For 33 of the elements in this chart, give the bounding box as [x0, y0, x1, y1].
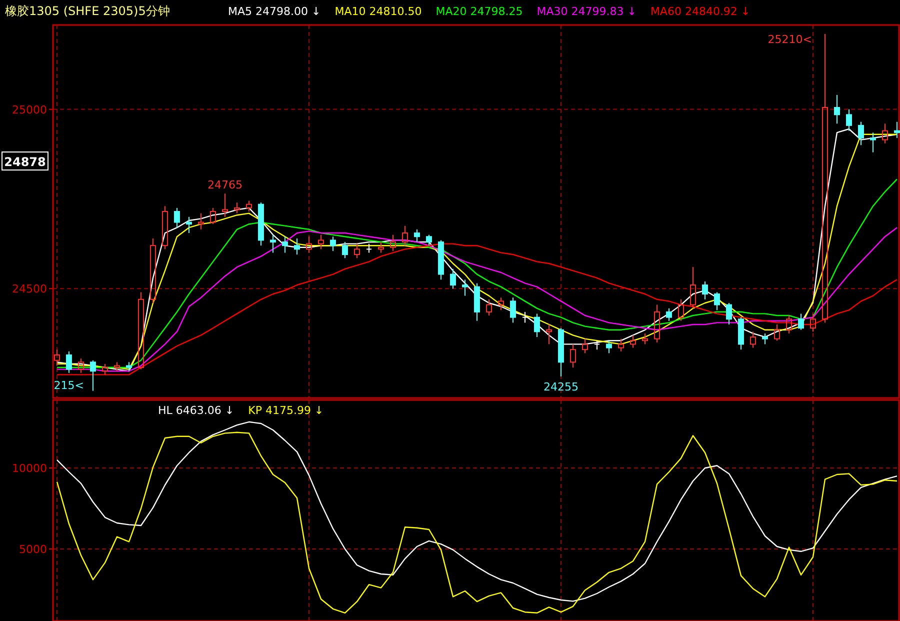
candlestick: [894, 121, 900, 138]
candlestick: [570, 344, 576, 368]
candlestick: [282, 236, 288, 254]
text: MA10 24810.50: [334, 5, 422, 18]
annotation: 24765: [207, 178, 242, 192]
candlestick: [750, 331, 756, 348]
y-tick-label: 25000: [12, 103, 47, 116]
candlestick: [834, 94, 840, 124]
y-tick-label: 5000: [19, 542, 47, 556]
candlestick: [546, 324, 552, 345]
y-tick-label: 24500: [12, 282, 47, 296]
candlestick: [234, 202, 240, 214]
candlestick: [630, 334, 636, 348]
text: 24878: [4, 155, 46, 169]
series-label: HL 6463.06 ↓: [158, 404, 234, 417]
annotation: 25210<: [768, 33, 812, 46]
chart-title: 橡胶1305 (SHFE 2305)5分钟: [5, 4, 170, 18]
candlestick: [534, 313, 540, 338]
candlestick: [294, 238, 300, 256]
candlestick: [186, 216, 192, 234]
text: MA20 24798.25: [436, 5, 523, 18]
annotation: 24255: [543, 380, 578, 394]
text: MA30 24799.83 ↓: [536, 5, 636, 18]
text: MA5 24798.00 ↓: [228, 5, 321, 18]
candlestick: [462, 279, 468, 296]
candlestick: [198, 212, 204, 230]
annotation: 215<: [54, 379, 84, 392]
candlestick: [222, 193, 228, 218]
candlestick: [474, 282, 480, 322]
series-label: KP 4175.99 ↓: [248, 404, 324, 417]
y-tick-label: 10000: [12, 462, 47, 475]
text: MA60 24840.92 ↓: [650, 5, 750, 18]
candlestick: [870, 132, 876, 153]
